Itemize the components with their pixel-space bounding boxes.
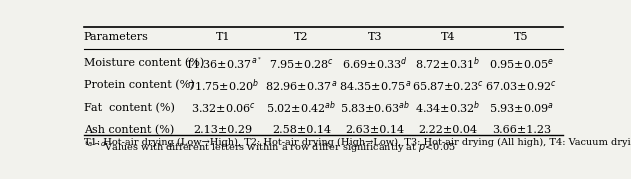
Text: 82.96±0.37$^a$: 82.96±0.37$^a$ (265, 79, 338, 93)
Text: 3.32±0.06$^c$: 3.32±0.06$^c$ (191, 101, 256, 115)
Text: T3: T3 (367, 32, 382, 42)
Text: T4: T4 (441, 32, 456, 42)
Text: Parameters: Parameters (84, 32, 149, 42)
Text: 2.22±0.04: 2.22±0.04 (418, 125, 478, 135)
Text: 0.95±0.05$^e$: 0.95±0.05$^e$ (489, 57, 554, 71)
Text: T2: T2 (294, 32, 309, 42)
Text: 5.93±0.09$^a$: 5.93±0.09$^a$ (489, 101, 554, 115)
Text: 7.95±0.28$^c$: 7.95±0.28$^c$ (269, 57, 334, 71)
Text: 84.35±0.75$^a$: 84.35±0.75$^a$ (339, 79, 411, 93)
Text: 5.02±0.42$^{ab}$: 5.02±0.42$^{ab}$ (266, 99, 336, 116)
Text: Protein content (%): Protein content (%) (84, 80, 194, 91)
Text: T1: T1 (216, 32, 230, 42)
Text: Ash content (%): Ash content (%) (84, 125, 174, 135)
Text: Moisture content (%): Moisture content (%) (84, 58, 204, 69)
Text: $^{*a-d}$Values with different letters within a row differ significantly at $p$<: $^{*a-d}$Values with different letters w… (84, 139, 456, 155)
Text: 3.66±1.23: 3.66±1.23 (492, 125, 551, 135)
Text: Fat  content (%): Fat content (%) (84, 102, 175, 113)
Text: T1: Hot-air drying (Low→High), T2: Hot-air drying (High→Low), T3: Hot-air drying: T1: Hot-air drying (Low→High), T2: Hot-a… (84, 138, 631, 147)
Text: 8.72±0.31$^b$: 8.72±0.31$^b$ (415, 55, 481, 72)
Text: T5: T5 (514, 32, 529, 42)
Text: 6.69±0.33$^d$: 6.69±0.33$^d$ (342, 55, 408, 72)
Text: 2.63±0.14: 2.63±0.14 (345, 125, 404, 135)
Text: 65.87±0.23$^c$: 65.87±0.23$^c$ (412, 79, 484, 93)
Text: 4.34±0.32$^b$: 4.34±0.32$^b$ (415, 99, 481, 116)
Text: 71.75±0.20$^b$: 71.75±0.20$^b$ (187, 77, 259, 94)
Text: 67.03±0.92$^c$: 67.03±0.92$^c$ (485, 79, 557, 93)
Text: 2.13±0.29: 2.13±0.29 (194, 125, 252, 135)
Text: 11.36±0.37$^{a^*}$: 11.36±0.37$^{a^*}$ (185, 56, 261, 71)
Text: 2.58±0.14: 2.58±0.14 (272, 125, 331, 135)
Text: 5.83±0.63$^{ab}$: 5.83±0.63$^{ab}$ (339, 99, 410, 116)
